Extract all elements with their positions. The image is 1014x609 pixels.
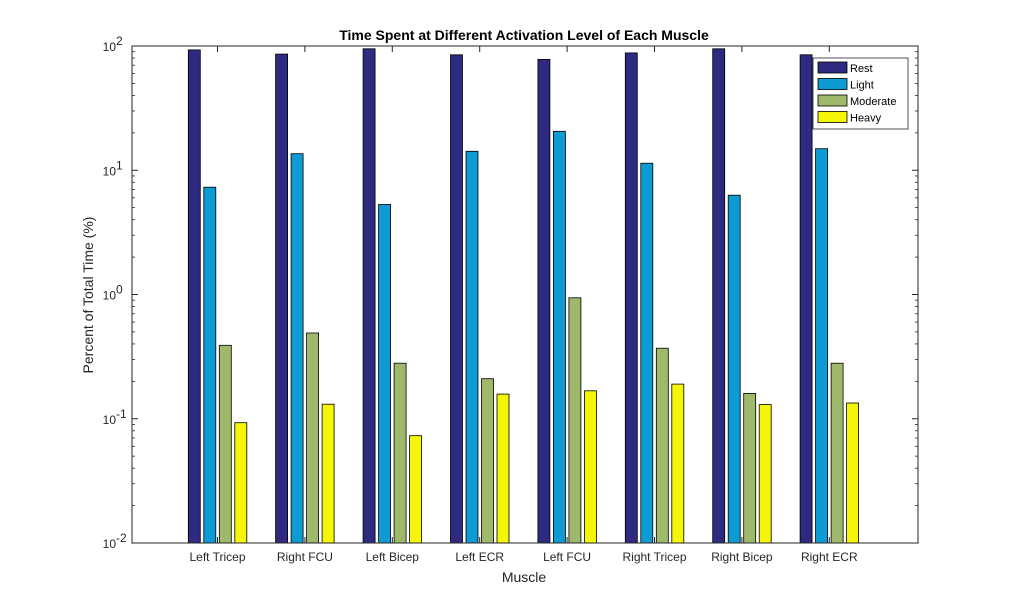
y-tick-label: 10 — [103, 40, 117, 54]
legend-label-rest: Rest — [850, 63, 873, 75]
legend-swatch-moderate — [817, 94, 848, 107]
y-tick-label: 10 — [103, 164, 117, 178]
legend-swatch-light — [817, 78, 848, 90]
bar-rest-left-tricep — [187, 49, 201, 544]
bar-heavy-right-bicep — [758, 404, 772, 544]
bar-moderate-right-ecr — [830, 362, 844, 544]
bar-moderate-left-bicep — [393, 362, 407, 544]
bar-rest-left-fcu — [537, 59, 551, 544]
y-tick-exponent: 0 — [116, 283, 123, 297]
bar-moderate-left-fcu — [568, 297, 582, 544]
bar-heavy-right-tricep — [671, 383, 685, 544]
bar-rest-right-fcu — [275, 53, 289, 544]
x-tick-label: Left ECR — [455, 550, 504, 564]
y-tick-exponent: -2 — [116, 531, 127, 545]
bar-light-left-ecr — [465, 150, 479, 544]
bar-rest-left-bicep — [362, 48, 376, 544]
bar-light-left-tricep — [203, 186, 217, 544]
bar-light-right-bicep — [727, 194, 741, 544]
y-tick-label: 10 — [103, 289, 117, 303]
y-axis-label: Percent of Total Time (%) — [80, 217, 96, 374]
x-tick-label: Right Bicep — [711, 550, 773, 564]
bar-heavy-left-ecr — [496, 393, 510, 544]
legend: Rest Light Moderate Heavy — [812, 57, 909, 130]
bar-rest-right-ecr — [799, 54, 813, 544]
x-tick-label: Left Bicep — [366, 550, 420, 564]
x-tick-label: Left FCU — [543, 550, 591, 564]
bar-heavy-left-tricep — [234, 422, 248, 544]
bar-rest-right-tricep — [624, 52, 638, 544]
bar-heavy-right-ecr — [846, 402, 859, 544]
legend-label-heavy: Heavy — [850, 113, 882, 125]
bar-moderate-left-ecr — [481, 378, 494, 544]
x-tick-label: Right ECR — [801, 550, 858, 564]
legend-label-light: Light — [850, 80, 874, 92]
plot-area — [132, 46, 918, 543]
bar-moderate-right-fcu — [306, 332, 320, 544]
x-tick-label: Left Tricep — [189, 550, 245, 564]
bar-light-left-fcu — [553, 130, 566, 544]
y-tick-exponent: 1 — [116, 158, 123, 172]
x-axis-label: Muscle — [502, 569, 547, 585]
bar-moderate-right-bicep — [743, 392, 757, 544]
legend-swatch-heavy — [817, 111, 848, 123]
y-tick-exponent: 2 — [116, 34, 123, 48]
bar-light-left-bicep — [378, 204, 392, 544]
bar-moderate-left-tricep — [218, 344, 232, 544]
bar-heavy-left-fcu — [584, 390, 597, 544]
x-tick-label: Right FCU — [277, 550, 333, 564]
bar-light-right-fcu — [290, 153, 304, 544]
x-axis: Left Tricep Right FCU Left Bicep Left ECR Le… — [189, 46, 858, 564]
legend-swatch-rest — [817, 61, 848, 74]
chart-title: Time Spent at Different Activation Level… — [339, 27, 709, 43]
bar-light-right-tricep — [640, 162, 654, 544]
bar-rest-left-ecr — [450, 54, 463, 544]
bar-heavy-right-fcu — [321, 403, 335, 544]
x-tick-label: Right Tricep — [622, 550, 686, 564]
legend-label-moderate: Moderate — [850, 96, 896, 108]
bar-light-right-ecr — [815, 148, 828, 544]
bar-heavy-left-bicep — [409, 435, 423, 544]
bar-moderate-right-tricep — [655, 347, 669, 544]
bars-group — [187, 48, 859, 544]
bar-rest-right-bicep — [712, 48, 726, 544]
y-tick-label: 10 — [103, 413, 117, 427]
y-tick-label: 10 — [103, 537, 117, 551]
y-tick-exponent: -1 — [116, 407, 127, 421]
